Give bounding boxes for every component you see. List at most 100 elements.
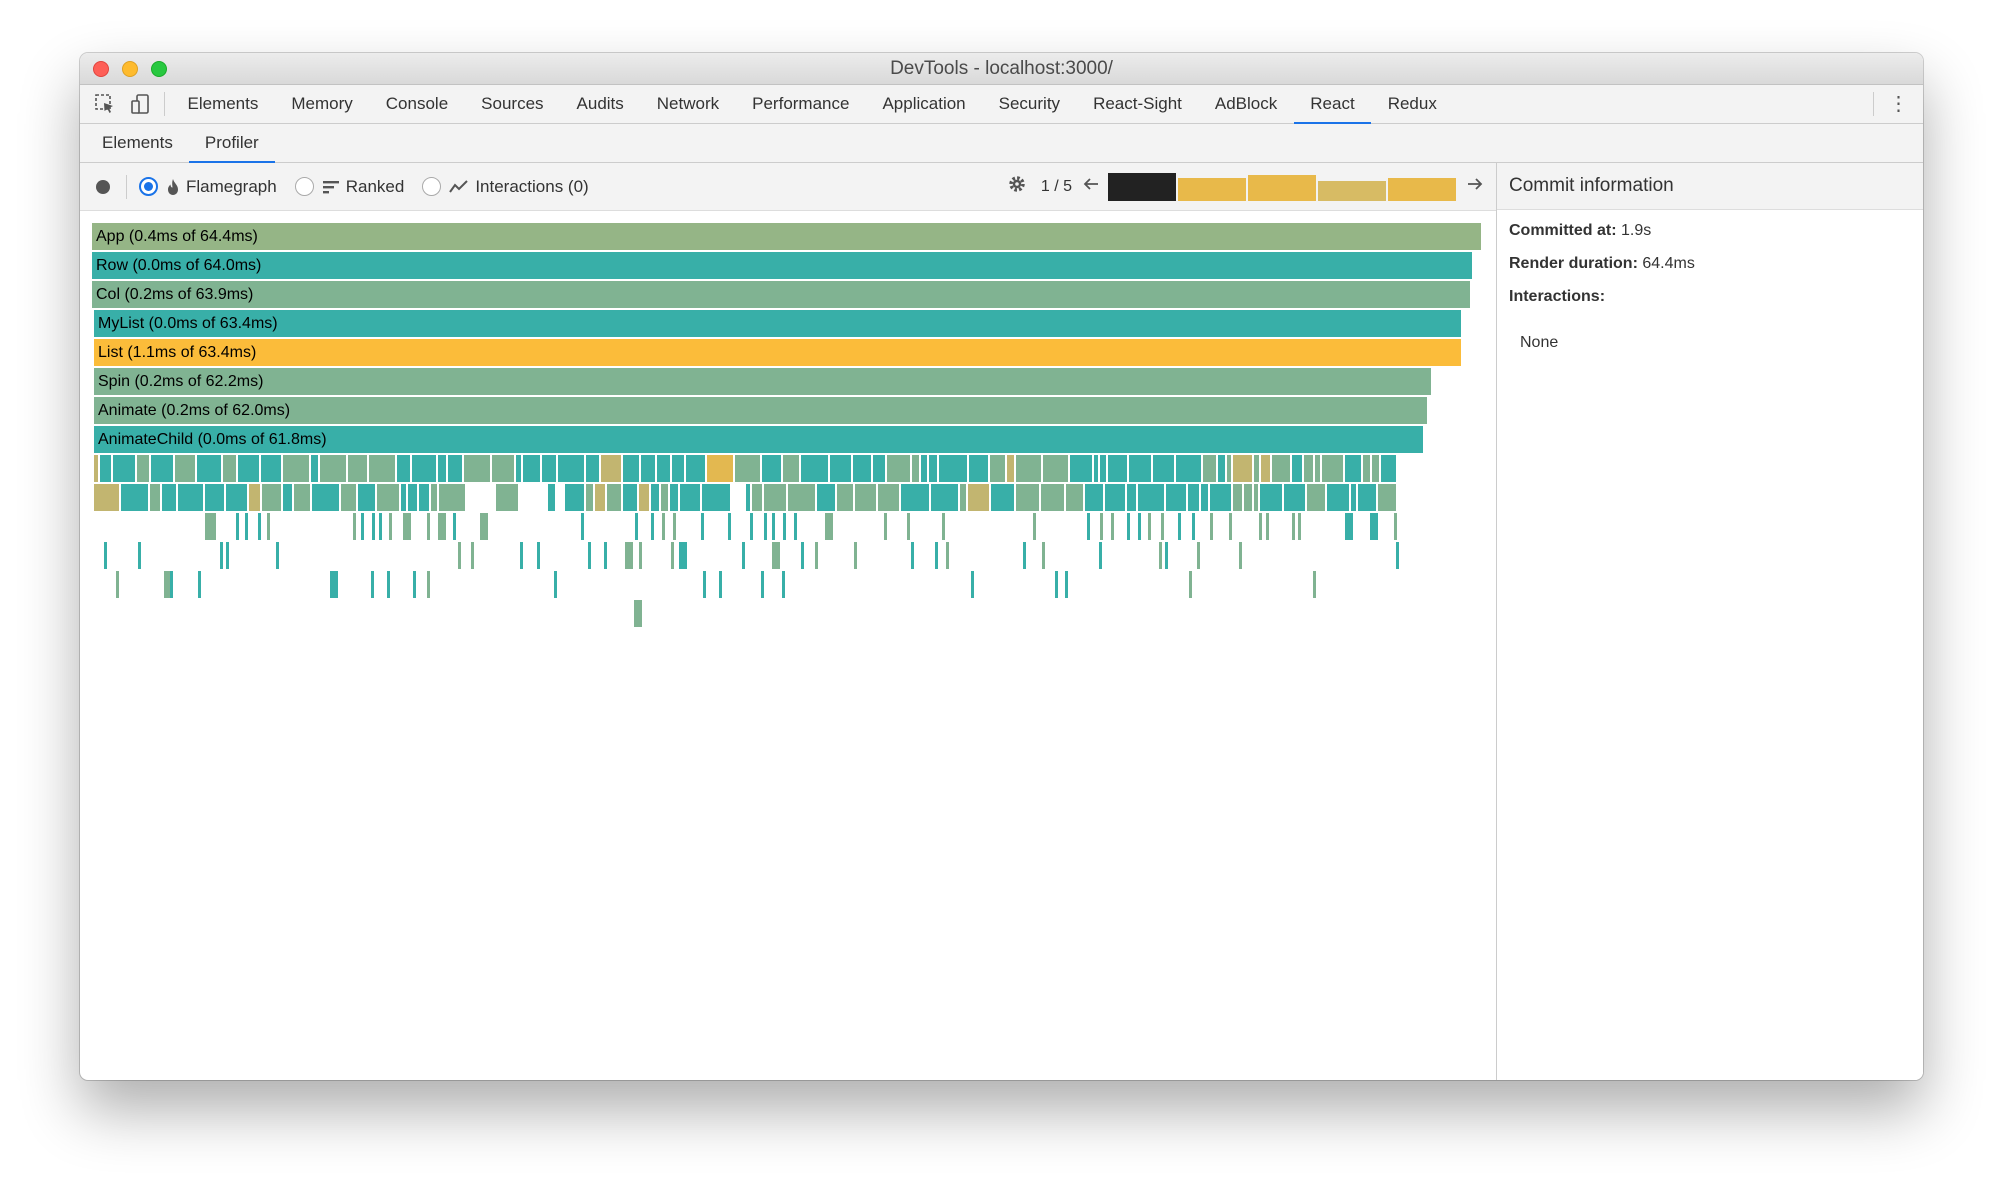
flamegraph-cell[interactable] <box>1358 484 1376 511</box>
flamegraph-cell[interactable] <box>245 513 248 540</box>
flamegraph-cell[interactable] <box>480 513 488 540</box>
tab-performance[interactable]: Performance <box>752 94 850 113</box>
flamegraph-cell[interactable] <box>1227 455 1231 482</box>
flamegraph-cell[interactable] <box>1292 513 1295 540</box>
flamegraph-cell[interactable] <box>1244 484 1252 511</box>
flamegraph-cell[interactable] <box>1313 571 1316 598</box>
flamegraph-cell[interactable] <box>1108 455 1127 482</box>
flamegraph-cell[interactable] <box>1233 455 1252 482</box>
flamegraph-cell[interactable] <box>680 484 700 511</box>
flamegraph-cell[interactable] <box>1138 484 1164 511</box>
flamegraph-cell[interactable] <box>1298 513 1301 540</box>
flamegraph-cell[interactable] <box>939 455 967 482</box>
flamegraph-cell[interactable] <box>1345 455 1361 482</box>
flamegraph-cell[interactable] <box>1192 513 1195 540</box>
flamegraph-cell[interactable] <box>138 542 141 569</box>
flamegraph-cell[interactable] <box>764 484 786 511</box>
flamegraph-cell[interactable] <box>353 513 356 540</box>
flamegraph-cell[interactable] <box>969 455 988 482</box>
flamegraph-radio[interactable] <box>139 177 158 196</box>
flamegraph-cell[interactable] <box>1127 484 1136 511</box>
flamegraph-cell[interactable] <box>907 513 910 540</box>
more-options-button[interactable]: ⋮ <box>1873 92 1923 116</box>
flamegraph-cell[interactable] <box>377 484 399 511</box>
flamegraph-bar[interactable]: Spin (0.2ms of 62.2ms) <box>94 368 1432 395</box>
flamegraph-cell[interactable] <box>1100 455 1106 482</box>
commit-bar[interactable] <box>1178 178 1246 201</box>
flamegraph-cell[interactable] <box>164 571 172 598</box>
flamegraph-cell[interactable] <box>1129 455 1151 482</box>
flamegraph-cell[interactable] <box>921 455 927 482</box>
flamegraph-cell[interactable] <box>1033 513 1036 540</box>
flamegraph-cell[interactable] <box>431 484 437 511</box>
tab-react[interactable]: React <box>1293 85 1372 124</box>
flamegraph-cell[interactable] <box>438 455 446 482</box>
flamegraph-cell[interactable] <box>935 542 938 569</box>
flamegraph-cell[interactable] <box>762 455 781 482</box>
flamegraph-cell[interactable] <box>794 513 797 540</box>
commit-bar[interactable] <box>1108 172 1176 201</box>
tab-sources[interactable]: Sources <box>481 94 544 113</box>
flamegraph-cell[interactable] <box>558 455 584 482</box>
flamegraph-cell[interactable] <box>911 542 914 569</box>
flamegraph-cell[interactable] <box>1176 455 1201 482</box>
flamegraph-cell[interactable] <box>595 484 605 511</box>
flamegraph-cell[interactable] <box>369 455 395 482</box>
flamegraph-cell[interactable] <box>1210 513 1213 540</box>
flamegraph-cell[interactable] <box>1261 455 1270 482</box>
flamegraph-cell[interactable] <box>1138 513 1141 540</box>
flamegraph-cell[interactable] <box>651 484 659 511</box>
flamegraph-cell[interactable] <box>623 484 637 511</box>
flamegraph-cell[interactable] <box>1272 455 1290 482</box>
flamegraph-cell[interactable] <box>1284 484 1305 511</box>
flamegraph-cell[interactable] <box>94 455 98 482</box>
flamegraph-cell[interactable] <box>1372 455 1379 482</box>
flamegraph-cell[interactable] <box>1100 513 1103 540</box>
tab-console[interactable]: Console <box>385 94 449 113</box>
flamegraph-cell[interactable] <box>750 513 753 540</box>
flamegraph-cell[interactable] <box>1201 484 1208 511</box>
flamegraph-cell[interactable] <box>205 513 213 540</box>
flamegraph-bar[interactable]: List (1.1ms of 63.4ms) <box>94 339 1462 366</box>
flamegraph-cell[interactable] <box>901 484 929 511</box>
tab-adblock[interactable]: AdBlock <box>1214 94 1278 113</box>
flamegraph-cell[interactable] <box>742 542 745 569</box>
flamegraph-cell[interactable] <box>701 513 704 540</box>
flamegraph-cell[interactable] <box>1259 513 1262 540</box>
flamegraph-cell[interactable] <box>100 455 111 482</box>
flamegraph-cell[interactable] <box>1304 455 1313 482</box>
flamegraph-cell[interactable] <box>588 542 591 569</box>
flamegraph-cell[interactable] <box>1099 542 1102 569</box>
flamegraph-cell[interactable] <box>746 484 750 511</box>
flamegraph-cell[interactable] <box>607 484 621 511</box>
flamegraph-cell[interactable] <box>1229 513 1232 540</box>
flamegraph-cell[interactable] <box>1016 484 1039 511</box>
flamegraph-cell[interactable] <box>772 542 780 569</box>
flamegraph-cell[interactable] <box>837 484 853 511</box>
flamegraph-bar[interactable]: Col (0.2ms of 63.9ms) <box>92 281 1471 308</box>
flamegraph-cell[interactable] <box>403 513 411 540</box>
commit-selector[interactable] <box>1108 172 1458 201</box>
flamegraph-cell[interactable] <box>267 513 270 540</box>
flamegraph-cell[interactable] <box>1188 484 1199 511</box>
flamegraph-cell[interactable] <box>783 455 799 482</box>
flamegraph-cell[interactable] <box>492 455 514 482</box>
flamegraph-cell[interactable] <box>1233 484 1242 511</box>
flamegraph-cell[interactable] <box>686 455 705 482</box>
flamegraph-cell[interactable] <box>1165 542 1168 569</box>
flamegraph-cell[interactable] <box>801 455 828 482</box>
flamegraph-cell[interactable] <box>931 484 958 511</box>
flamegraph-cell[interactable] <box>175 455 195 482</box>
flamegraph-cell[interactable] <box>581 513 584 540</box>
flamegraph-cell[interactable] <box>162 484 176 511</box>
flamegraph-cell[interactable] <box>990 455 1005 482</box>
flamegraph-cell[interactable] <box>1159 542 1162 569</box>
subtab-elements[interactable]: Elements <box>102 133 173 152</box>
flamegraph-cell[interactable] <box>389 513 392 540</box>
flamegraph-cell[interactable] <box>1197 542 1200 569</box>
flamegraph-cell[interactable] <box>236 513 239 540</box>
flamegraph-cell[interactable] <box>625 542 633 569</box>
flamegraph-cell[interactable] <box>946 542 949 569</box>
flamegraph-cell[interactable] <box>960 484 966 511</box>
flamegraph-cell[interactable] <box>537 542 540 569</box>
